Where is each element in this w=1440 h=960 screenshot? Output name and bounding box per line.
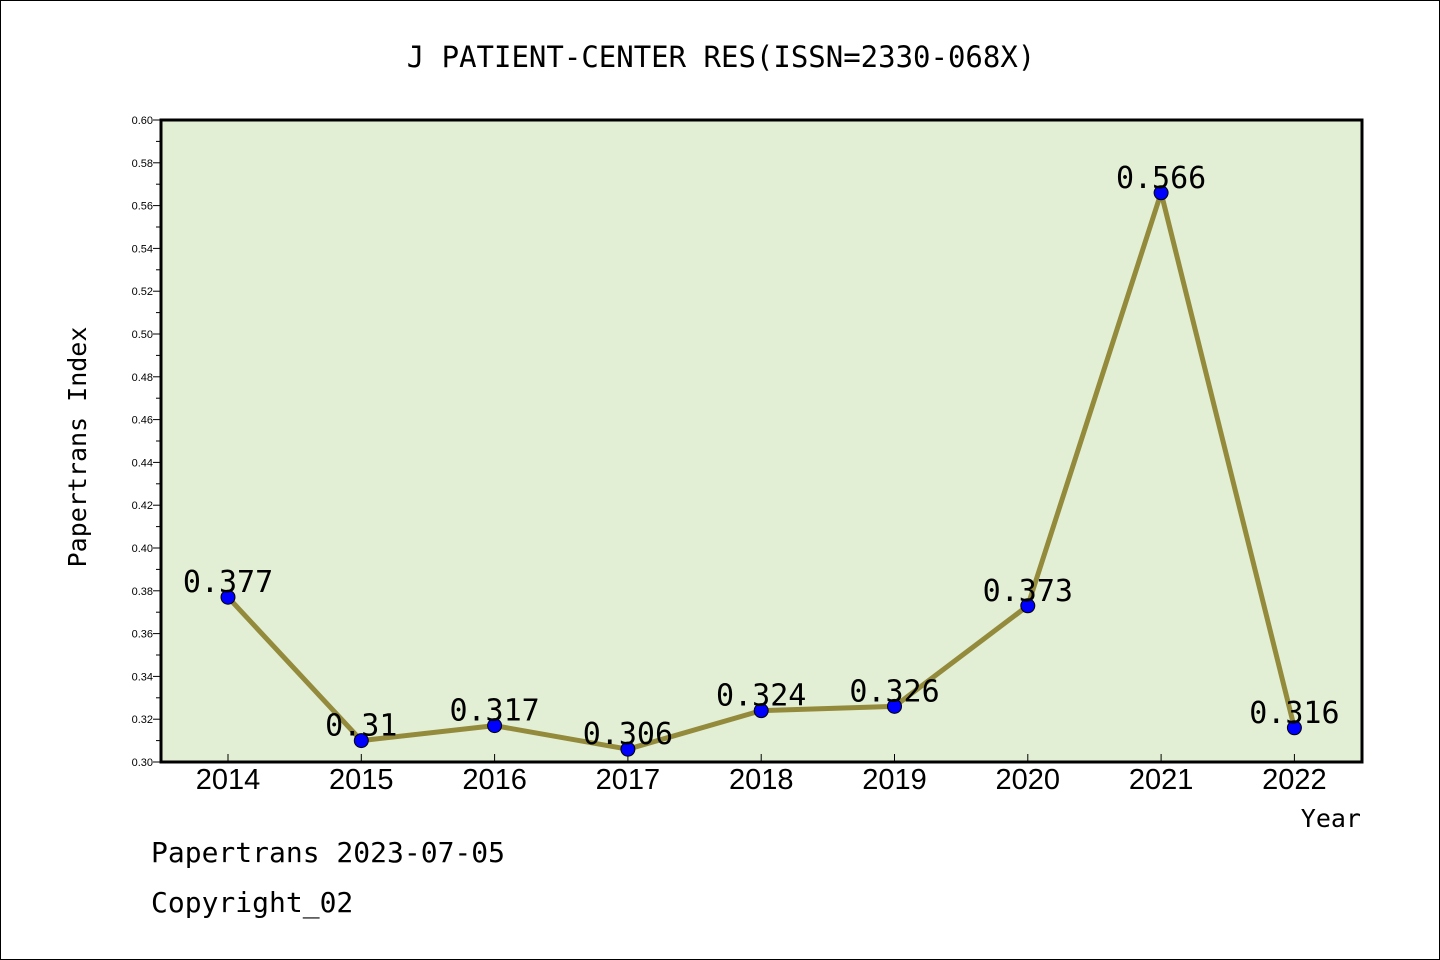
y-tick-label: 0.34 <box>132 671 153 683</box>
y-tick-label: 0.44 <box>132 457 153 469</box>
x-tick-label: 2020 <box>996 764 1061 796</box>
y-tick-label: 0.58 <box>132 158 153 170</box>
y-axis: 0.30 0.32 0.34 0.36 0.38 0.40 0.42 0.44 0.46 0.48… <box>132 115 161 769</box>
y-tick-label: 0.60 <box>132 115 153 127</box>
data-label: 0.373 <box>983 574 1073 609</box>
data-label: 0.566 <box>1116 161 1206 196</box>
y-tick-label: 0.36 <box>132 629 153 641</box>
data-label: 0.316 <box>1249 696 1339 731</box>
data-point <box>1020 598 1036 614</box>
y-tick-label: 0.46 <box>132 415 153 427</box>
data-label: 0.31 <box>325 709 397 744</box>
y-tick-label: 0.52 <box>132 286 153 298</box>
x-tick-label: 2015 <box>329 764 394 796</box>
footer-source: Papertrans 2023-07-05 <box>151 836 506 869</box>
x-axis-label: Year <box>1301 804 1361 833</box>
data-label: 0.377 <box>183 565 273 600</box>
data-point <box>620 741 636 757</box>
chart-title: J PATIENT-CENTER RES(ISSN=2330-068X) <box>407 40 1036 74</box>
y-tick-label: 0.30 <box>132 757 153 769</box>
x-tick-label: 2018 <box>729 764 794 796</box>
x-tick-label: 2019 <box>862 764 927 796</box>
y-tick-label: 0.56 <box>132 201 153 213</box>
data-label: 0.324 <box>716 679 806 714</box>
data-point <box>1286 720 1302 736</box>
data-labels: 0.377 0.31 0.317 0.306 0.324 0.326 0.373 0.566 0… <box>183 161 1340 752</box>
y-tick-label: 0.40 <box>132 543 153 555</box>
data-point <box>353 733 369 749</box>
footer-copyright: Copyright_02 <box>151 886 354 919</box>
x-tick-label: 2016 <box>462 764 527 796</box>
data-point <box>753 703 769 719</box>
data-point <box>1153 185 1169 201</box>
y-tick-label: 0.50 <box>132 329 153 341</box>
x-tick-label: 2022 <box>1262 764 1327 796</box>
y-tick-label: 0.32 <box>132 714 153 726</box>
plot-area <box>159 118 1364 764</box>
y-tick-label: 0.54 <box>132 243 153 255</box>
x-axis: 2014 2015 2016 2017 2018 2019 2020 2021 2022 <box>196 754 1327 796</box>
data-point <box>487 718 503 734</box>
data-points <box>220 185 1302 757</box>
x-tick-label: 2021 <box>1129 764 1194 796</box>
data-point <box>887 698 902 714</box>
y-tick-label: 0.48 <box>132 372 153 384</box>
x-tick-label: 2014 <box>196 764 261 796</box>
y-axis-label: Papertrans Index <box>63 327 92 568</box>
y-tick-label: 0.38 <box>132 586 153 598</box>
x-tick-label: 2017 <box>596 764 661 796</box>
y-tick-label: 0.42 <box>132 500 153 512</box>
data-label: 0.306 <box>583 717 673 752</box>
data-label: 0.317 <box>449 694 539 729</box>
data-label: 0.326 <box>849 674 939 709</box>
data-point <box>220 589 236 605</box>
